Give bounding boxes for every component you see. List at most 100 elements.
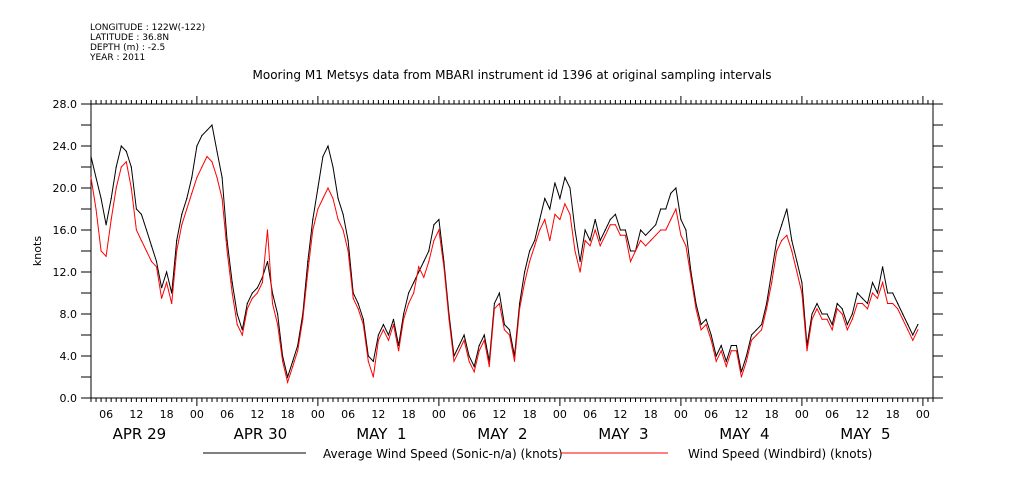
data-point — [544, 197, 546, 200]
data-point — [750, 339, 753, 341]
data-point — [458, 344, 460, 347]
data-point — [579, 271, 581, 273]
y-tick-label: 24.0 — [53, 140, 78, 153]
data-point — [241, 334, 243, 336]
data-point — [277, 313, 279, 315]
data-point — [347, 250, 349, 252]
data-point — [599, 245, 601, 247]
data-point — [367, 360, 369, 362]
data-point — [135, 208, 137, 210]
data-point — [443, 266, 445, 268]
data-point — [392, 318, 395, 320]
data-point — [745, 355, 748, 357]
data-point — [690, 271, 692, 273]
y-tick-label: 0.0 — [60, 392, 78, 405]
data-point — [740, 376, 743, 378]
data-point — [201, 134, 203, 137]
axes: 0.0 4.0 8.0 12.0 16.0 20.0 24.0 28.0 06 12 18 00 06 1… — [53, 96, 943, 443]
data-point — [594, 229, 596, 231]
data-point — [221, 197, 223, 200]
data-point — [574, 250, 576, 252]
x-tick-label: 18 — [281, 408, 295, 421]
meta-latitude: LATITUDE : 36.8N — [90, 33, 169, 43]
data-point — [176, 250, 178, 252]
data-point — [730, 350, 732, 352]
data-point — [317, 187, 319, 189]
x-tick-label: 00 — [674, 408, 688, 421]
data-point — [660, 229, 662, 231]
data-point — [761, 323, 763, 326]
data-point — [357, 308, 359, 310]
x-tick-label: 06 — [825, 408, 839, 421]
data-point — [655, 234, 657, 236]
data-point — [811, 318, 813, 320]
data-point — [105, 224, 107, 226]
data-point — [645, 234, 647, 236]
data-point — [483, 334, 485, 336]
x-tick-label: 00 — [795, 408, 809, 421]
data-point — [584, 229, 586, 231]
data-point — [675, 208, 677, 210]
data-point — [851, 313, 853, 315]
data-point — [362, 318, 364, 320]
data-point — [715, 360, 717, 362]
data-point — [115, 166, 117, 168]
data-point — [645, 245, 647, 247]
data-point — [453, 360, 455, 362]
data-point — [554, 213, 556, 215]
data-point — [478, 344, 480, 347]
data-point — [861, 297, 864, 299]
data-point — [498, 302, 500, 305]
data-point — [801, 281, 803, 284]
data-point — [408, 302, 410, 305]
data-point — [166, 271, 168, 273]
data-point — [876, 297, 879, 299]
x-tick-label: 18 — [765, 408, 779, 421]
data-point — [398, 350, 400, 352]
data-point — [670, 192, 672, 194]
data-point — [529, 260, 531, 263]
data-point — [166, 281, 168, 284]
data-point — [771, 271, 773, 273]
x-tick-label: 18 — [402, 408, 416, 421]
data-point — [554, 182, 556, 184]
data-point — [302, 318, 304, 320]
data-point — [196, 176, 198, 179]
data-point — [271, 302, 274, 305]
data-point — [856, 292, 859, 294]
data-point — [750, 334, 753, 336]
data-point — [468, 355, 470, 357]
data-point — [781, 224, 783, 226]
series-line-windbird — [90, 155, 919, 385]
data-point — [342, 213, 344, 215]
chart-title: Mooring M1 Metsys data from MBARI instru… — [253, 68, 772, 82]
data-point — [191, 176, 193, 179]
data-point — [892, 302, 894, 305]
x-tick-label: 06 — [220, 408, 234, 421]
data-point — [700, 329, 702, 331]
data-point — [655, 224, 657, 226]
meta-depth: DEPTH (m) : -2.5 — [90, 43, 165, 53]
x-tick-label: 00 — [311, 408, 325, 421]
data-point — [95, 208, 97, 210]
data-point — [710, 334, 712, 336]
data-point — [236, 313, 238, 315]
data-point — [171, 292, 173, 294]
data-point — [624, 234, 627, 236]
data-point — [392, 323, 395, 326]
data-point — [438, 218, 440, 221]
data-point — [902, 313, 904, 315]
data-point — [221, 176, 223, 179]
data-point — [246, 308, 248, 310]
data-point — [508, 334, 511, 336]
legend-label-sonic: Average Wind Speed (Sonic-n/a) (knots) — [323, 447, 563, 461]
data-point — [473, 365, 475, 368]
data-point — [403, 313, 405, 315]
x-tick-label: 18 — [644, 408, 658, 421]
data-point — [327, 187, 329, 189]
data-point — [806, 350, 808, 352]
data-point — [473, 371, 475, 373]
data-point — [650, 229, 652, 231]
data-point — [629, 260, 632, 263]
